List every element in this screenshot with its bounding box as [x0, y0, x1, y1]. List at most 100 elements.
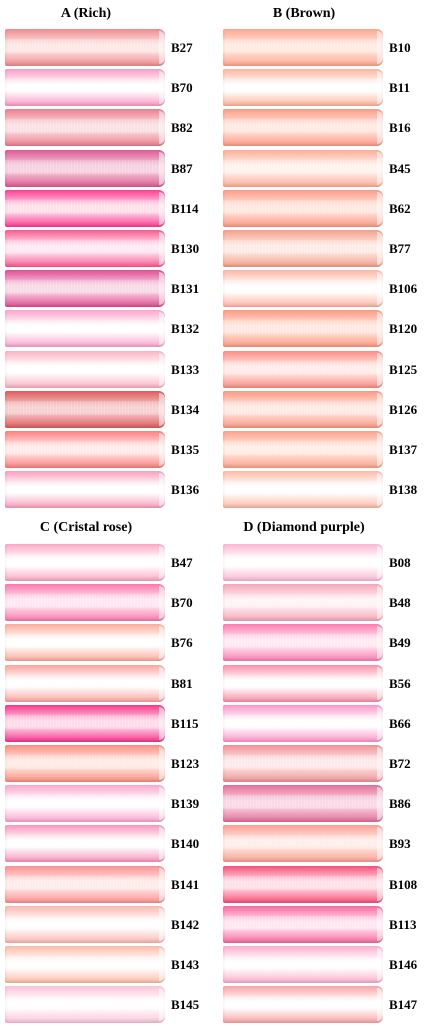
shade-code: B131	[171, 281, 200, 296]
shade-code: B47	[171, 555, 193, 570]
shade-code: B138	[389, 482, 418, 497]
swatch-row: B62	[219, 190, 429, 230]
shade-code: B70	[171, 80, 193, 95]
color-swatch	[223, 544, 383, 581]
shade-code: B115	[171, 716, 199, 731]
shade-code: B106	[389, 281, 418, 296]
shade-code: B16	[389, 120, 411, 135]
color-swatch	[223, 230, 383, 267]
color-swatch	[223, 29, 383, 66]
color-swatch	[223, 351, 383, 388]
shade-code: B143	[171, 957, 200, 972]
shade-code: B70	[171, 595, 193, 610]
shade-code: B114	[171, 201, 199, 216]
shade-code: B125	[389, 362, 418, 377]
swatch-row: B146	[219, 946, 429, 986]
color-swatch	[223, 109, 383, 146]
shade-code: B08	[389, 555, 411, 570]
color-swatch	[223, 310, 383, 347]
swatch-row: B142	[1, 906, 211, 946]
color-swatch	[5, 705, 165, 742]
shade-code: B147	[389, 997, 418, 1012]
shade-code: B86	[389, 796, 411, 811]
color-swatch	[5, 906, 165, 943]
swatch-row: B70	[1, 584, 211, 624]
shade-code: B113	[389, 917, 417, 932]
color-swatch	[223, 986, 383, 1023]
color-swatch	[5, 785, 165, 822]
color-swatch	[5, 986, 165, 1023]
color-swatch	[5, 391, 165, 428]
shade-code: B87	[171, 161, 193, 176]
swatch-row: B10	[219, 29, 429, 69]
swatch-row: B66	[219, 705, 429, 745]
color-swatch	[223, 391, 383, 428]
color-swatch	[5, 431, 165, 468]
swatch-row: B136	[1, 471, 211, 511]
swatch-row: B120	[219, 310, 429, 350]
color-swatch	[223, 946, 383, 983]
swatch-row: B70	[1, 69, 211, 109]
swatch-row: B130	[1, 230, 211, 270]
swatch-row: B132	[1, 310, 211, 350]
color-swatch	[223, 150, 383, 187]
swatch-row: B126	[219, 391, 429, 431]
shade-code: B132	[171, 321, 200, 336]
color-swatch	[5, 584, 165, 621]
swatch-row: B16	[219, 109, 429, 149]
swatch-row: B125	[219, 351, 429, 391]
shade-code: B142	[171, 917, 200, 932]
color-swatch	[5, 69, 165, 106]
shade-code: B141	[171, 877, 200, 892]
swatch-row: B140	[1, 825, 211, 865]
swatch-row: B135	[1, 431, 211, 471]
swatch-row: B27	[1, 29, 211, 69]
shade-code: B76	[171, 635, 193, 650]
shade-code: B123	[171, 756, 200, 771]
shade-code: B10	[389, 40, 411, 55]
color-swatch	[223, 745, 383, 782]
color-swatch	[5, 471, 165, 508]
color-swatch	[223, 866, 383, 903]
color-swatch	[5, 109, 165, 146]
shade-code: B146	[389, 957, 418, 972]
shade-code: B49	[389, 635, 411, 650]
swatch-row: B08	[219, 544, 429, 584]
shade-code: B136	[171, 482, 200, 497]
shade-code: B137	[389, 442, 418, 457]
shade-code: B120	[389, 321, 418, 336]
swatch-row: B11	[219, 69, 429, 109]
color-swatch	[5, 665, 165, 702]
color-swatch	[5, 310, 165, 347]
shade-code: B11	[389, 80, 410, 95]
swatch-row: B139	[1, 785, 211, 825]
shade-code: B48	[389, 595, 411, 610]
color-swatch	[5, 624, 165, 661]
shade-code: B108	[389, 877, 418, 892]
group-title: B (Brown)	[272, 6, 336, 21]
swatch-row: B114	[1, 190, 211, 230]
shade-code: B133	[171, 362, 200, 377]
swatch-row: B108	[219, 866, 429, 906]
color-swatch	[223, 190, 383, 227]
shade-code: B140	[171, 836, 200, 851]
shade-code: B139	[171, 796, 200, 811]
swatch-row: B77	[219, 230, 429, 270]
swatch-row: B106	[219, 270, 429, 310]
swatch-row: B56	[219, 665, 429, 705]
swatch-row: B76	[1, 624, 211, 664]
swatch-row: B45	[219, 150, 429, 190]
swatch-row: B134	[1, 391, 211, 431]
shade-code: B81	[171, 676, 193, 691]
swatch-row: B138	[219, 471, 429, 511]
shade-code: B77	[389, 241, 411, 256]
swatch-row: B113	[219, 906, 429, 946]
color-swatch	[223, 705, 383, 742]
color-swatch	[223, 665, 383, 702]
shade-code: B27	[171, 40, 193, 55]
swatch-row: B147	[219, 986, 429, 1026]
group-title: D (Diamond purple)	[243, 520, 365, 535]
color-swatch	[223, 624, 383, 661]
swatch-row: B81	[1, 665, 211, 705]
shade-code: B56	[389, 676, 411, 691]
